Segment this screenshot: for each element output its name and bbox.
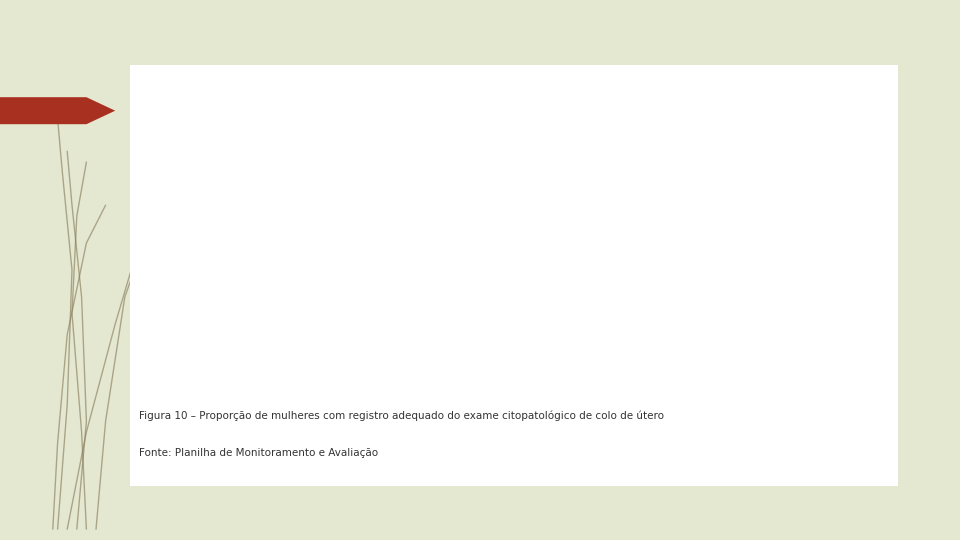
Text: Figura 10 – Proporção de mulheres com registro adequado do exame citopatológico : Figura 10 – Proporção de mulheres com re… [139, 410, 664, 421]
Bar [579, 172, 663, 389]
Polygon shape [0, 97, 115, 124]
Bar [575, 167, 660, 389]
Bar [406, 176, 491, 389]
Bar [748, 159, 832, 389]
Bar [242, 114, 326, 389]
Text: Fonte: Planilha de Monitoramento e Avaliação: Fonte: Planilha de Monitoramento e Avali… [139, 448, 378, 458]
Bar [411, 180, 494, 389]
Bar [238, 109, 322, 389]
Bar [744, 153, 828, 389]
